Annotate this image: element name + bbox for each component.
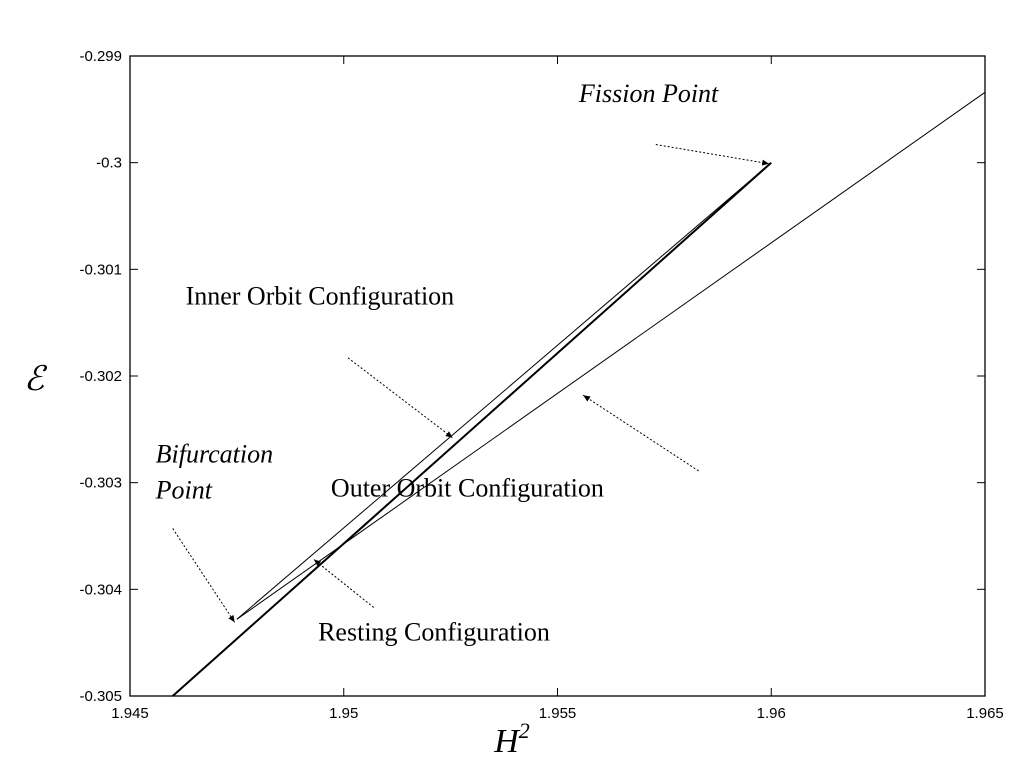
y-tick-label: -0.303 bbox=[79, 475, 122, 492]
annotation-inner-orbit-label: Inner Orbit Configuration bbox=[186, 282, 455, 311]
annotation-bifurcation-label: Bifurcation bbox=[156, 439, 273, 468]
annotation-resting-label-label: Resting Configuration bbox=[318, 618, 550, 647]
y-tick-label: -0.3 bbox=[96, 155, 122, 172]
y-tick-label: -0.304 bbox=[79, 581, 122, 598]
annotation-bifurcation-label: Point bbox=[155, 476, 213, 505]
y-tick-label: -0.305 bbox=[79, 688, 122, 705]
series-inner-line bbox=[236, 162, 772, 620]
tick-marks: 1.945 1.95 1.955 1.96 1.965 -0.299 -0.3 -0.301 -… bbox=[79, 48, 1003, 722]
annotation-bifurcation-arrow bbox=[172, 528, 236, 623]
x-axis-label-superscript: 2 bbox=[519, 718, 530, 743]
x-axis-label: H2 bbox=[493, 718, 530, 760]
x-tick-label: 1.945 bbox=[111, 705, 149, 722]
annotation-outer-orbit-label: Outer Orbit Configuration bbox=[331, 474, 604, 503]
x-tick-label: 1.955 bbox=[539, 705, 577, 722]
annotation-fission-arrow bbox=[655, 144, 770, 166]
series-layer bbox=[172, 91, 986, 697]
annotation-layer: Fission Point Inner Orbit Configuration Ou… bbox=[155, 79, 770, 647]
x-tick-label: 1.96 bbox=[757, 705, 786, 722]
y-tick-label: -0.302 bbox=[79, 368, 122, 385]
y-tick-label: -0.301 bbox=[79, 261, 122, 278]
annotation-outer-orbit-arrow bbox=[582, 394, 699, 472]
x-tick-label: 1.965 bbox=[966, 705, 1004, 722]
y-tick-label: -0.299 bbox=[79, 48, 122, 65]
series-resting-line bbox=[172, 161, 772, 697]
annotation-resting-label-arrow bbox=[313, 559, 374, 608]
series-outer-line bbox=[236, 91, 986, 620]
y-axis-label: ℰ bbox=[24, 361, 48, 398]
plot-frame bbox=[129, 55, 986, 697]
x-tick-label: 1.95 bbox=[329, 705, 358, 722]
annotation-inner-orbit-arrow bbox=[347, 357, 454, 439]
annotation-fission-label: Fission Point bbox=[578, 79, 719, 108]
